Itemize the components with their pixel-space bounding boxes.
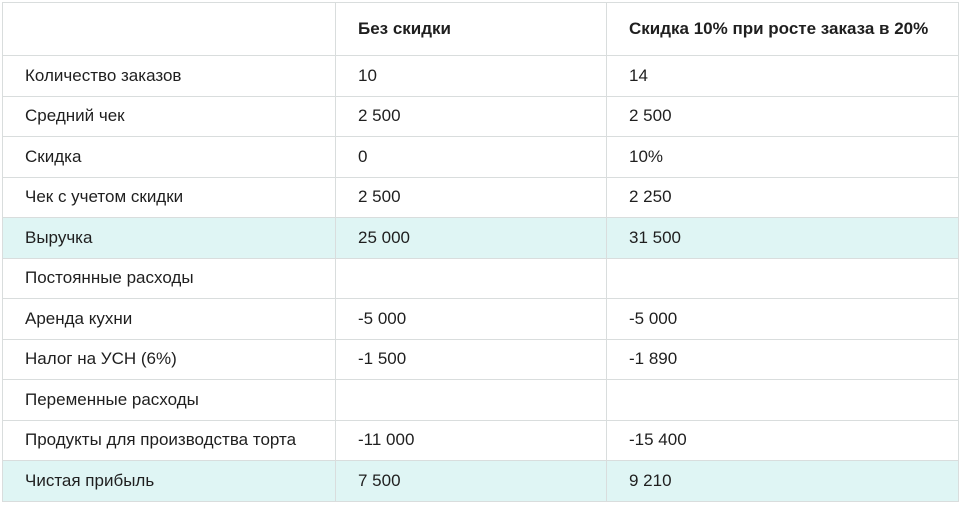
row-value: -11 000 [335, 419, 607, 461]
row-value: 2 250 [606, 176, 959, 218]
row-value [335, 257, 607, 299]
row-value: 2 500 [335, 176, 607, 218]
row-value: -15 400 [606, 419, 959, 461]
row-value [606, 379, 959, 421]
row-value: -1 890 [606, 338, 959, 380]
row-label: Количество заказов [2, 55, 336, 97]
row-label: Средний чек [2, 95, 336, 137]
table-row: Постоянные расходы [2, 257, 959, 299]
header-cell-empty [2, 2, 336, 56]
row-label: Аренда кухни [2, 298, 336, 340]
table-row: Переменные расходы [2, 379, 959, 421]
table-row: Средний чек 2 500 2 500 [2, 95, 959, 137]
table-row: Чек с учетом скидки 2 500 2 250 [2, 176, 959, 218]
row-label: Чистая прибыль [2, 460, 336, 502]
row-value: 9 210 [606, 460, 959, 502]
row-label: Переменные расходы [2, 379, 336, 421]
row-value: 2 500 [606, 95, 959, 137]
header-cell-discount: Скидка 10% при росте заказа в 20% [606, 2, 959, 56]
row-value: 10 [335, 55, 607, 97]
table-row: Выручка 25 000 31 500 [2, 217, 959, 259]
header-cell-no-discount: Без скидки [335, 2, 607, 56]
row-label: Налог на УСН (6%) [2, 338, 336, 380]
row-value: -5 000 [335, 298, 607, 340]
row-value: -1 500 [335, 338, 607, 380]
table-row: Аренда кухни -5 000 -5 000 [2, 298, 959, 340]
table-header: Без скидки Скидка 10% при росте заказа в… [2, 2, 959, 56]
row-value: 0 [335, 136, 607, 178]
row-label: Продукты для производства торта [2, 419, 336, 461]
row-label: Чек с учетом скидки [2, 176, 336, 218]
row-value [335, 379, 607, 421]
row-label: Постоянные расходы [2, 257, 336, 299]
row-value: -5 000 [606, 298, 959, 340]
row-value: 14 [606, 55, 959, 97]
row-label: Выручка [2, 217, 336, 259]
table-row: Скидка 0 10% [2, 136, 959, 178]
table-row: Чистая прибыль 7 500 9 210 [2, 460, 959, 502]
row-value [606, 257, 959, 299]
table-row: Налог на УСН (6%) -1 500 -1 890 [2, 338, 959, 380]
table-row: Продукты для производства торта -11 000 -1… [2, 419, 959, 461]
row-label: Скидка [2, 136, 336, 178]
header-row: Без скидки Скидка 10% при росте заказа в… [2, 2, 959, 56]
table-row: Количество заказов 10 14 [2, 55, 959, 97]
row-value: 25 000 [335, 217, 607, 259]
row-value: 7 500 [335, 460, 607, 502]
table-body: Количество заказов 10 14 Средний чек 2 500 2 … [2, 55, 959, 502]
row-value: 31 500 [606, 217, 959, 259]
row-value: 10% [606, 136, 959, 178]
row-value: 2 500 [335, 95, 607, 137]
